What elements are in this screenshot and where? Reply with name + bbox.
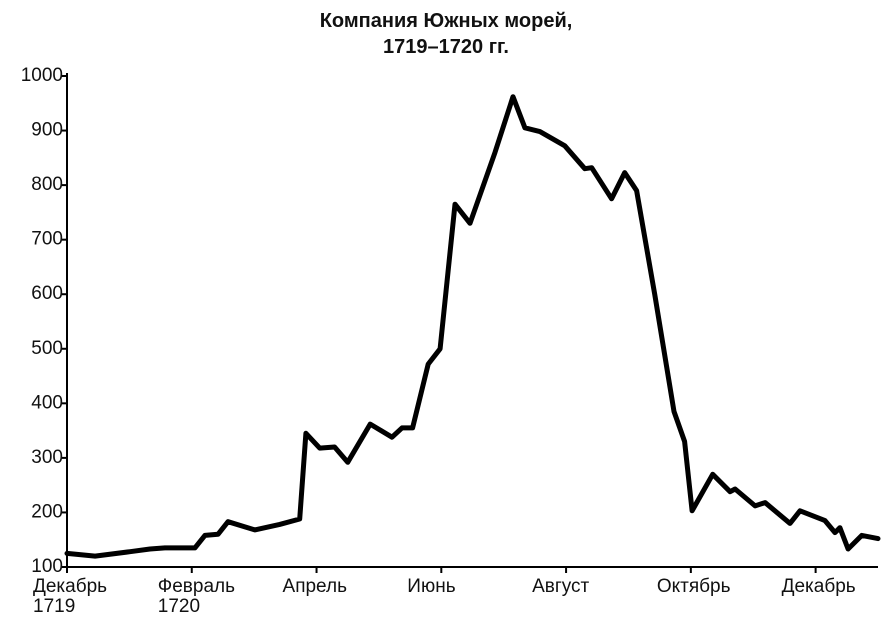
y-tick-label: 400 xyxy=(31,392,63,413)
price-line xyxy=(64,94,881,559)
y-tick-label: 300 xyxy=(31,447,63,468)
x-tick-label: Август xyxy=(532,576,590,597)
x-tick-label: Октябрь xyxy=(656,576,731,597)
y-tick-label: 1000 xyxy=(21,65,63,86)
y-tick-label: 600 xyxy=(31,283,63,304)
y-tick-label: 200 xyxy=(31,501,63,522)
x-tick-label: Декабрь 1719 xyxy=(33,576,108,617)
y-tick-label: 500 xyxy=(31,338,63,359)
chart-title: Компания Южных морей, 1719–1720 гг. xyxy=(319,10,573,58)
x-tick-label: Декабрь xyxy=(781,576,856,597)
y-tick-label: 900 xyxy=(31,120,63,141)
x-tick-label: Апрель xyxy=(282,576,347,597)
y-tick-label: 800 xyxy=(31,174,63,195)
y-tick-label: 100 xyxy=(31,556,63,577)
y-tick-label: 700 xyxy=(31,229,63,250)
x-tick-label: Февраль 1720 xyxy=(157,576,235,617)
x-tick-label: Июнь xyxy=(407,576,456,597)
